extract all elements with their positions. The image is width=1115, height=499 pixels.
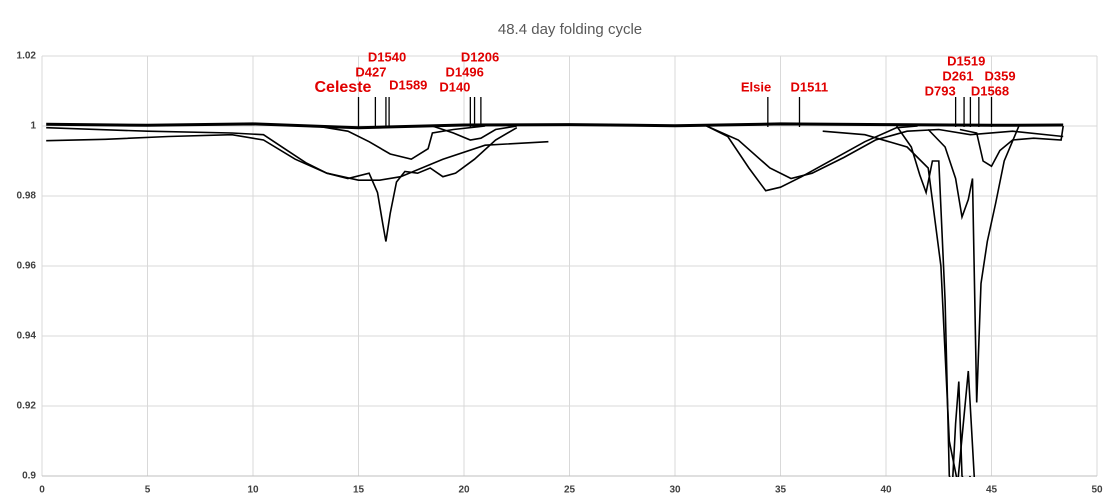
x-tick-label: 15	[353, 485, 365, 496]
x-tick-label: 25	[564, 485, 576, 496]
x-tick-label: 45	[986, 485, 998, 496]
y-tick-label: 1	[30, 121, 36, 132]
annotation-label: D1511	[790, 79, 828, 94]
annotation-label: D359	[985, 68, 1016, 83]
light-curve	[927, 125, 1020, 403]
y-tick-label: 0.9	[22, 471, 36, 482]
plot-area	[46, 122, 1064, 477]
y-tick-label: 0.94	[17, 331, 37, 342]
light-curve	[959, 125, 1064, 168]
light-curve	[895, 125, 972, 477]
annotation-label: D427	[355, 64, 386, 79]
x-tick-label: 40	[880, 485, 892, 496]
annotation-label: D793	[925, 83, 956, 98]
chart-title: 48.4 day folding cycle	[498, 21, 642, 38]
x-tick-label: 35	[775, 485, 787, 496]
annotation-label: D1519	[947, 53, 985, 68]
annotation-label: D261	[942, 68, 973, 83]
y-tick-label: 0.98	[17, 191, 37, 202]
y-tick-label: 1.02	[17, 51, 37, 62]
x-tick-label: 20	[458, 485, 470, 496]
annotation-label: Elsie	[741, 79, 771, 94]
x-tick-label: 50	[1091, 485, 1103, 496]
y-tick-label: 0.96	[17, 261, 37, 272]
annotation-label: D1496	[446, 64, 484, 79]
annotation-label: D1206	[461, 49, 499, 64]
annotation-label: D1540	[368, 49, 406, 64]
light-curve	[46, 122, 1064, 130]
annotation-label: D140	[439, 79, 470, 94]
annotation-label: Celeste	[315, 79, 372, 96]
light-curve	[432, 125, 517, 141]
light-curve	[706, 125, 918, 192]
x-tick-label: 10	[247, 485, 259, 496]
light-curve	[706, 125, 1064, 180]
light-curve	[822, 130, 976, 477]
annotation-label: D1568	[971, 83, 1009, 98]
annotation-label: D1589	[389, 77, 427, 92]
x-tick-label: 5	[145, 485, 151, 496]
x-tick-label: 0	[39, 485, 45, 496]
light-curve	[46, 126, 518, 242]
x-tick-label: 30	[669, 485, 681, 496]
y-tick-label: 0.92	[17, 401, 37, 412]
